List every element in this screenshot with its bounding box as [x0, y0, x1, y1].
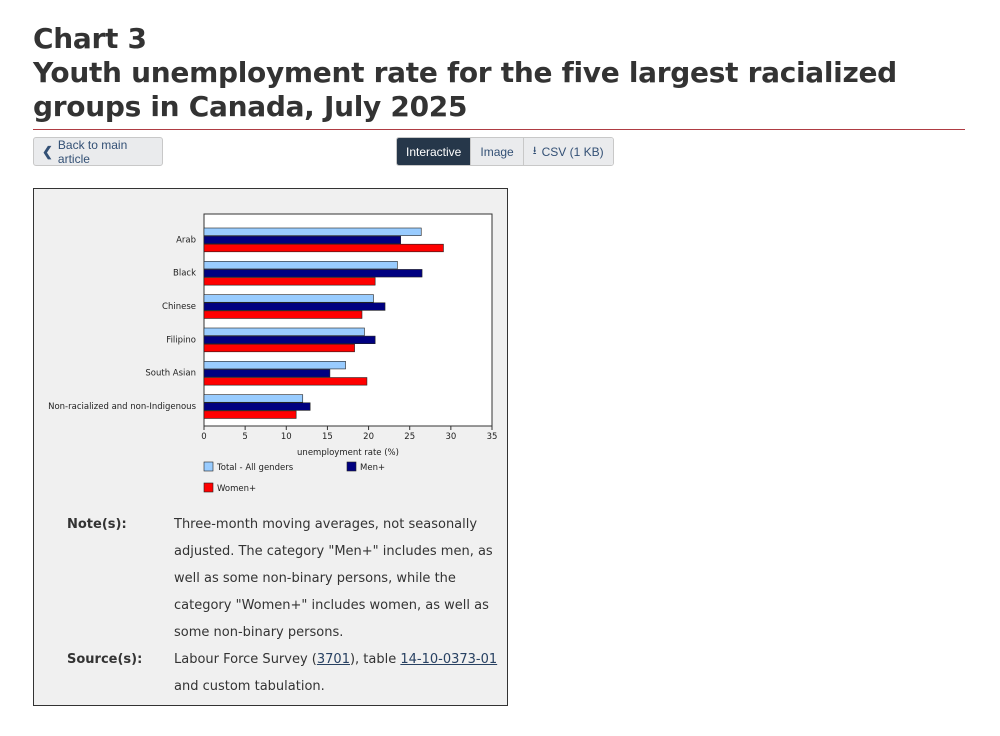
bar — [203, 243, 444, 253]
title-divider — [33, 129, 965, 130]
figure-notes: Note(s): Three-month moving averages, no… — [67, 511, 507, 700]
x-tick-label: 25 — [404, 432, 415, 442]
csv-download-label: CSV (1 KB) — [541, 144, 604, 159]
x-tick-label: 5 — [242, 432, 247, 442]
image-tab[interactable]: Image — [471, 138, 524, 165]
x-tick-label: 20 — [363, 432, 374, 442]
csv-download-button[interactable]: ⭳ CSV (1 KB) — [523, 138, 613, 165]
source-prefix: Labour Force Survey ( — [174, 652, 317, 667]
x-tick-label: 0 — [201, 432, 206, 442]
category-label: Arab — [176, 235, 196, 245]
source-row: Source(s): Labour Force Survey (3701), t… — [67, 646, 507, 700]
table-link[interactable]: 14-10-0373-01 — [400, 652, 498, 667]
bar — [203, 327, 365, 336]
legend-label: Men+ — [360, 463, 385, 473]
bar — [203, 377, 368, 386]
bar-chart: Arab Black Chinese Filipino South Asian Non-r… — [48, 213, 498, 494]
bar — [203, 294, 374, 303]
source-text: Labour Force Survey (3701), table 14-10-… — [174, 646, 504, 700]
x-tick-label: 35 — [487, 432, 498, 442]
figure-container: Arab Black Chinese Filipino South Asian Non-r… — [33, 188, 508, 706]
legend-swatch — [203, 482, 214, 493]
legend-label: Total - All genders — [216, 463, 294, 473]
back-to-main-article-button[interactable]: ❮ Back to main article — [33, 137, 163, 166]
bar — [203, 361, 346, 370]
image-tab-label: Image — [480, 144, 514, 159]
category-label: Black — [173, 269, 196, 279]
survey-link[interactable]: 3701 — [316, 652, 350, 667]
bar — [203, 227, 422, 236]
x-tick-label: 10 — [281, 432, 292, 442]
bar — [203, 261, 398, 270]
bar — [203, 269, 423, 278]
x-axis-label: unemployment rate (%) — [297, 448, 399, 458]
view-toggle-group: Interactive Image ⭳ CSV (1 KB) — [396, 137, 614, 166]
category-label: Filipino — [166, 335, 196, 345]
chart-number: Chart 3 — [33, 22, 147, 55]
bar — [203, 394, 304, 403]
bar — [203, 369, 331, 378]
note-label: Note(s): — [67, 517, 127, 532]
source-label: Source(s): — [67, 652, 143, 667]
category-label: South Asian — [145, 369, 196, 379]
note-text: Three-month moving averages, not seasona… — [174, 517, 493, 640]
page-title: Chart 3 Youth unemployment rate for the … — [33, 22, 973, 124]
bar — [203, 335, 376, 345]
chart-title: Youth unemployment rate for the five lar… — [33, 56, 897, 123]
back-button-label: Back to main article — [57, 137, 128, 166]
bar — [203, 402, 311, 411]
x-tick-label: 15 — [322, 432, 333, 442]
source-suffix: and custom tabulation. — [174, 679, 325, 694]
bar — [203, 343, 355, 353]
source-middle: ), table — [349, 652, 401, 667]
bar — [203, 302, 386, 311]
legend-swatch — [346, 461, 357, 472]
bar — [203, 235, 401, 244]
chevron-left-icon: ❮ — [42, 143, 53, 159]
bar — [203, 310, 363, 319]
interactive-tab-label: Interactive — [406, 144, 462, 159]
interactive-tab[interactable]: Interactive — [397, 138, 472, 165]
download-icon: ⭳ — [532, 145, 537, 157]
legend-swatch — [203, 461, 214, 472]
legend-label: Women+ — [217, 484, 256, 494]
category-label: Non-racialized and non-Indigenous — [48, 402, 196, 412]
note-row: Note(s): Three-month moving averages, no… — [67, 511, 507, 646]
bar — [203, 410, 297, 419]
category-label: Chinese — [162, 302, 196, 312]
bar — [203, 277, 376, 286]
x-tick-label: 30 — [445, 432, 456, 442]
